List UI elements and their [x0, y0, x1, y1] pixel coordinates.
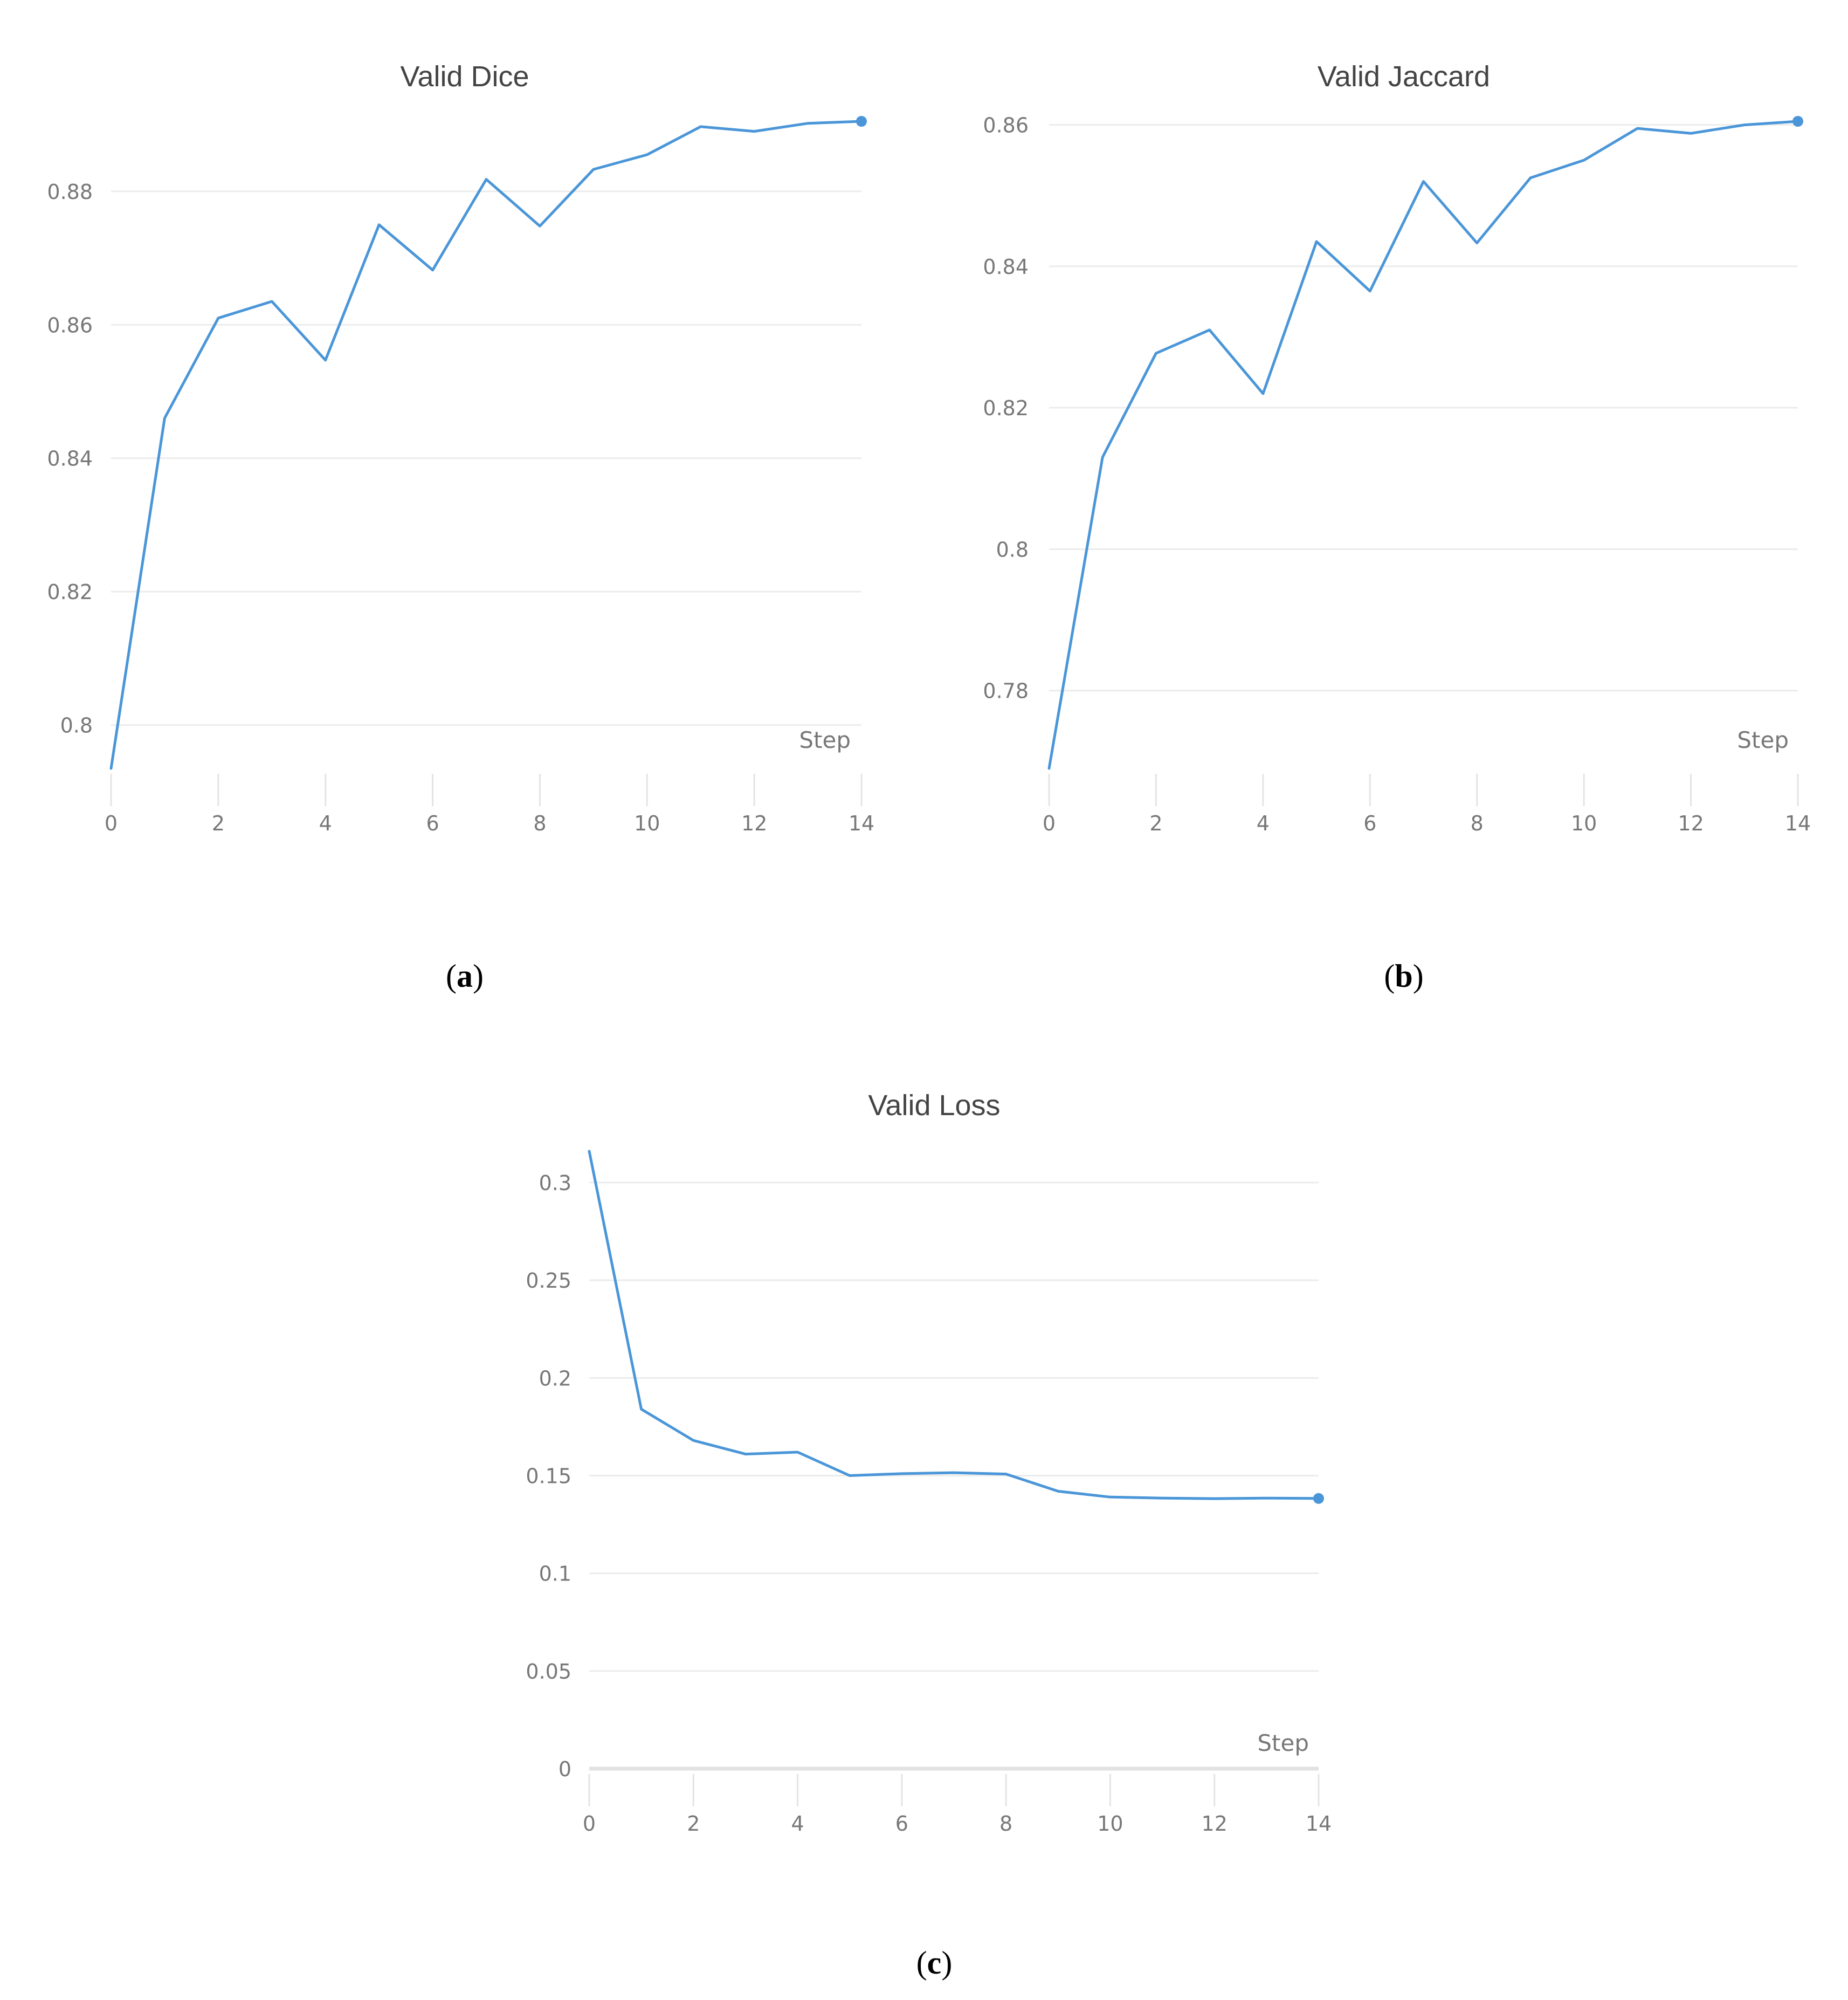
x-tick-label: 8 — [999, 1812, 1012, 1836]
x-tick-label: 2 — [1149, 812, 1162, 835]
panel-caption: (b) — [1384, 958, 1423, 994]
x-tick-label: 0 — [1043, 812, 1056, 835]
x-tick-label: 8 — [533, 812, 546, 835]
x-tick-label: 10 — [1097, 1812, 1123, 1836]
x-tick-label: 10 — [634, 812, 660, 835]
series-end-point — [1792, 116, 1803, 127]
series-end-point — [1313, 1493, 1324, 1504]
y-tick-label: 0.82 — [983, 396, 1029, 420]
series-line — [1047, 120, 1799, 770]
y-tick-label: 0.86 — [47, 313, 93, 337]
x-tick-label: 12 — [741, 812, 767, 835]
chart-panel-b: Valid Jaccard 0 2 4 6 8 10 12 14 0.78 0.8 0.82 0.8… — [983, 60, 1811, 994]
x-tick-label: 2 — [687, 1812, 700, 1836]
x-tick-label: 4 — [791, 1812, 804, 1836]
x-tick-label: 10 — [1571, 812, 1597, 835]
y-tick-label: 0.84 — [47, 447, 93, 471]
x-tick-label: 4 — [1257, 812, 1270, 835]
x-tick-label: 12 — [1678, 812, 1704, 835]
y-tick-label: 0 — [558, 1757, 571, 1781]
x-tick-label: 0 — [105, 812, 118, 835]
series-end-point — [856, 116, 867, 127]
x-tick-label: 6 — [895, 1812, 908, 1836]
y-tick-label: 0.15 — [526, 1464, 571, 1488]
x-tick-label: 6 — [1363, 812, 1376, 835]
y-tick-label: 0.8 — [996, 538, 1029, 561]
y-tick-label: 0.3 — [539, 1171, 571, 1195]
chart-title: Valid Jaccard — [1318, 60, 1490, 93]
y-tick-label: 0.88 — [47, 180, 93, 204]
panel-caption-letter: a — [457, 958, 473, 994]
series-line — [588, 1150, 1320, 1500]
x-tick-label: 0 — [583, 1812, 596, 1836]
x-axis-label: Step — [799, 727, 851, 753]
series-line — [109, 120, 863, 770]
x-tick-label: 2 — [212, 812, 225, 835]
x-tick-label: 14 — [1785, 812, 1811, 835]
y-tick-label: 0.05 — [526, 1660, 571, 1683]
x-axis-label: Step — [1737, 727, 1789, 753]
x-tick-label: 14 — [849, 812, 874, 835]
y-tick-label: 0.1 — [539, 1562, 571, 1586]
panel-caption: (c) — [916, 1945, 953, 1981]
panel-caption-letter: b — [1395, 958, 1412, 994]
chart-title: Valid Loss — [868, 1089, 1000, 1122]
x-tick-label: 6 — [426, 812, 439, 835]
x-tick-label: 4 — [319, 812, 332, 835]
x-tick-label: 12 — [1202, 1812, 1228, 1836]
y-tick-label: 0.8 — [60, 714, 93, 738]
chart-panel-a: Valid Dice 0 2 4 6 8 10 12 14 0.8 0.82 0.84 0.86 0.… — [47, 60, 874, 994]
x-tick-label: 14 — [1306, 1812, 1332, 1836]
chart-panel-c: Valid Loss 0 2 4 6 8 10 12 14 0 0.05 0.1 0.15 0.2 0.… — [526, 1089, 1332, 1981]
y-tick-label: 0.82 — [47, 580, 93, 604]
x-axis-label: Step — [1257, 1730, 1309, 1756]
y-tick-label: 0.2 — [539, 1366, 571, 1390]
panel-caption-letter: c — [927, 1945, 942, 1981]
x-tick-label: 8 — [1471, 812, 1484, 835]
chart-title: Valid Dice — [400, 60, 529, 93]
y-tick-label: 0.25 — [526, 1269, 571, 1293]
y-tick-label: 0.86 — [983, 114, 1029, 138]
panel-caption: (a) — [446, 958, 484, 994]
y-tick-label: 0.84 — [983, 255, 1029, 279]
y-tick-label: 0.78 — [983, 679, 1029, 703]
